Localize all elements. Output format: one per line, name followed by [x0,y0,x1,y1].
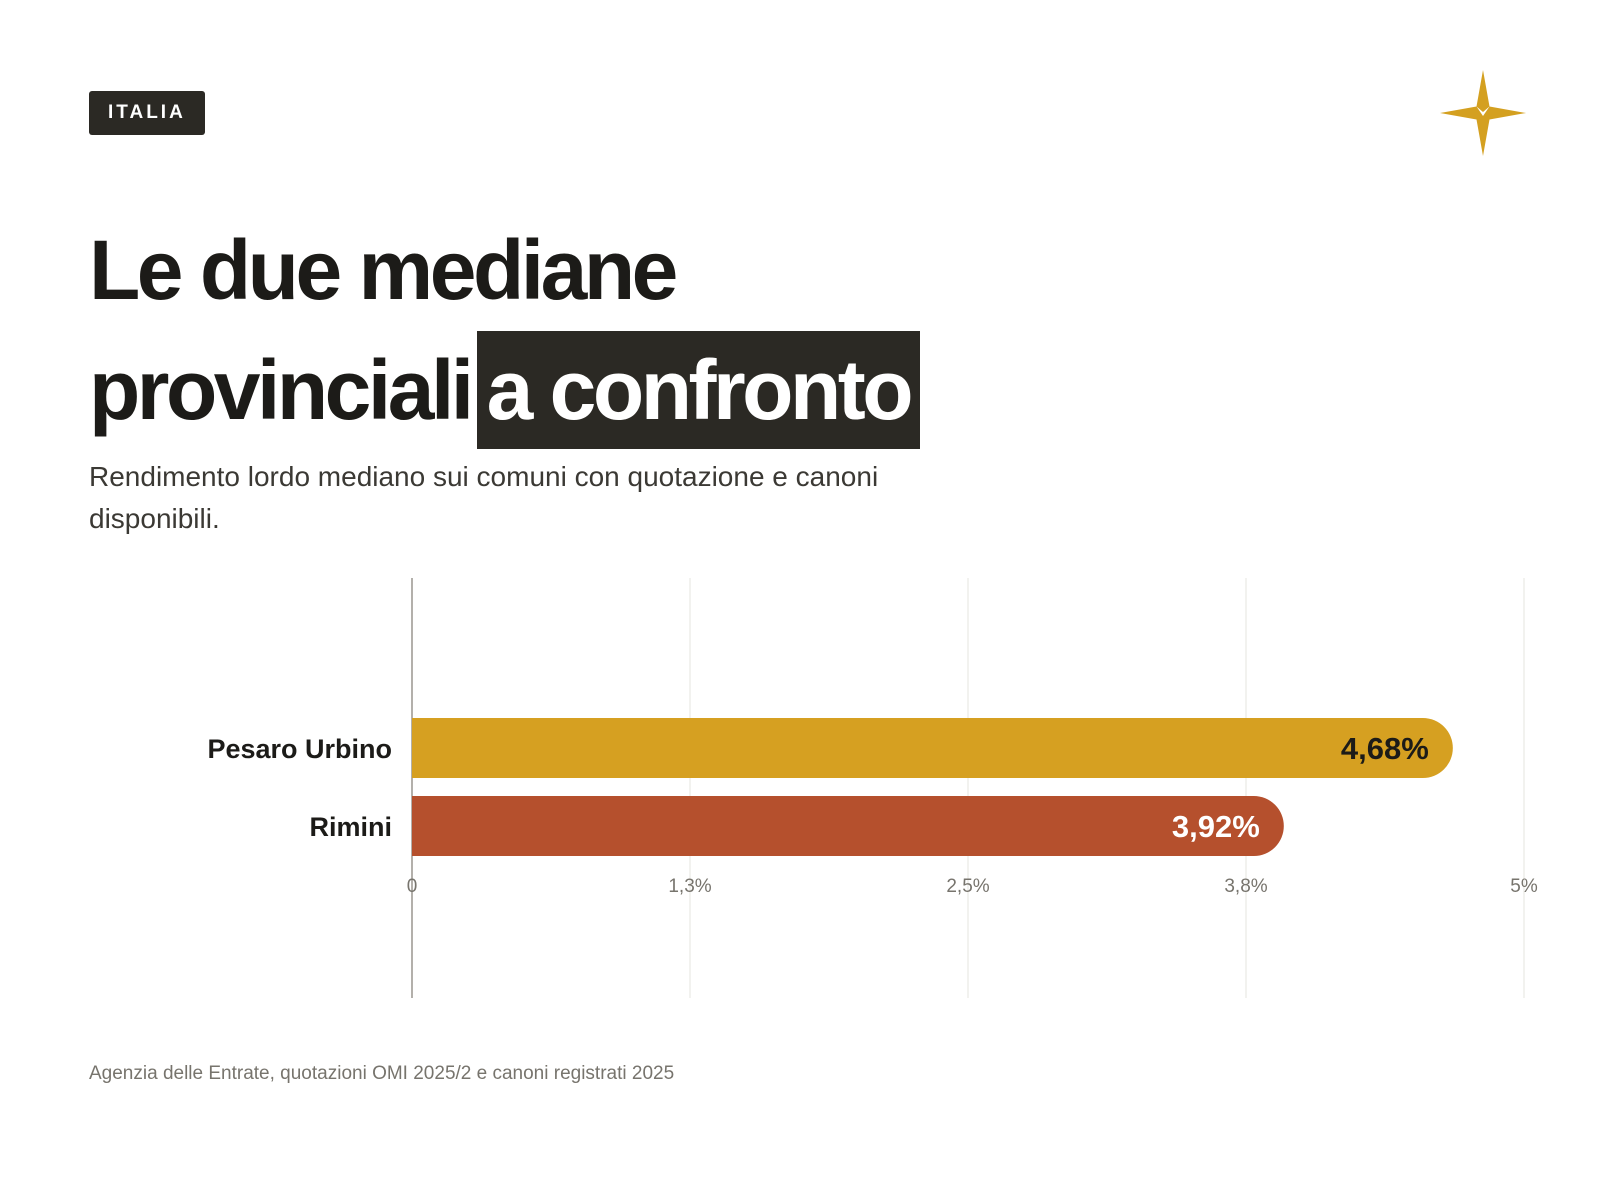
data-label: 3,92% [1172,809,1260,844]
subtitle: Rendimento lordo mediano sui comuni con … [89,461,879,534]
title-highlight: a confronto [476,331,921,449]
x-tick-label: 0 [407,876,418,897]
category-label: Pesaro Urbino [207,734,392,764]
page-title: Le due mediane provinciali a confronto [89,210,921,450]
x-tick-label: 5% [1510,876,1538,897]
source-note: Agenzia delle Entrate, quotazioni OMI 20… [89,1063,675,1084]
four-point-star-icon [1440,70,1526,156]
country-badge: ITALIA [89,91,205,135]
data-label: 4,68% [1341,731,1429,766]
category-label: Rimini [309,812,392,842]
x-tick-label: 3,8% [1224,876,1267,897]
star-notch [1476,106,1490,116]
title-line-2-text: provinciali [89,343,474,437]
bar [412,718,1453,778]
title-line-1: Le due mediane [89,223,678,317]
title-line-2: provinciali a confronto [89,330,921,450]
x-tick-label: 2,5% [946,876,989,897]
x-tick-label: 1,3% [668,876,711,897]
bar [412,796,1284,856]
